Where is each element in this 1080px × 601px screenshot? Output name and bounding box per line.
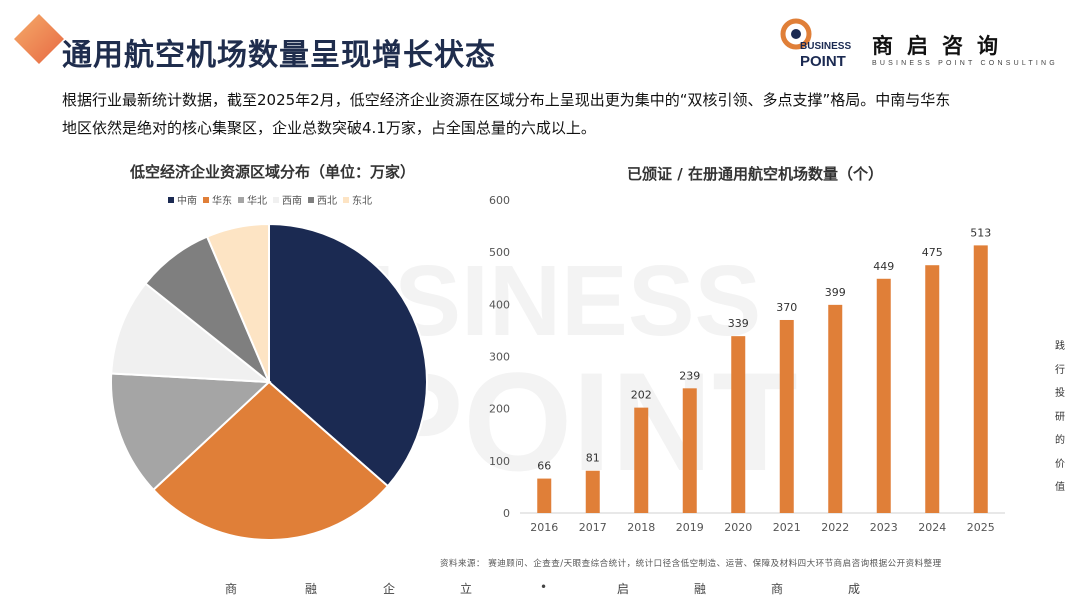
pie-slice-西南 [110,282,273,384]
bar-2017 [585,470,600,513]
bar-data-label: 449 [873,260,894,273]
legend-swatch [273,196,279,203]
legend-item: 西南 [273,192,302,207]
y-tick-label: 0 [503,507,510,520]
legend-item: 华北 [238,192,267,207]
footer-char: • [540,580,548,594]
side-slogan-char: 值 [1055,482,1065,493]
x-tick-label: 2017 [579,521,607,534]
x-tick-label: 2020 [724,521,752,534]
intro-line-1: 根据行业最新统计数据，截至2025年2月，低空经济企业资源在区域分布上呈现出更为… [62,91,951,109]
footer-char: 启 [617,582,630,596]
footer-char: 成 [848,582,861,596]
intro-line-2: 地区依然是绝对的核心集聚区，企业总数突破4.1万家，占全国总量的六成以上。 [62,119,596,137]
bar-2022 [828,304,843,513]
bar-data-label: 399 [825,286,846,299]
legend-label: 华北 [247,196,267,207]
bar-chart-title: 已颁证 / 在册通用航空机场数量（个） [627,165,883,183]
legend-swatch [168,196,174,203]
side-slogan: 践行投研的价值 [1052,335,1068,500]
bar-chart: 0 100 200 300 400 500 600 66 2016 81 2017 202 2018 23… [489,194,1005,534]
x-tick-label: 2022 [821,521,849,534]
legend-swatch [308,196,314,203]
y-tick-label: 400 [489,298,510,311]
x-tick-label: 2025 [967,521,995,534]
footer-char: 融 [694,582,707,596]
legend-label: 中南 [177,196,197,207]
pie-slice-华北 [110,372,272,492]
pie-chart [110,222,428,541]
bar-data-label: 239 [679,369,700,382]
logo-text-point: POINT [800,53,846,70]
bar-data-label: 513 [970,226,991,239]
x-tick-label: 2016 [530,521,558,534]
footer-char: 融 [305,582,318,596]
bar-data-label: 66 [537,460,551,473]
corner-decoration [14,14,64,64]
pie-chart-title: 低空经济企业资源区域分布（单位：万家） [129,163,415,181]
pie-slice-华东 [152,380,390,541]
bar-data-label: 475 [922,246,943,259]
bar-2021 [779,319,794,513]
footer-char: 企 [383,582,396,596]
side-slogan-char: 研 [1055,411,1065,423]
bar-2023 [876,278,891,513]
x-tick-label: 2019 [676,521,704,534]
bar-data-label: 339 [728,317,749,330]
pie-slice-东北 [205,222,270,383]
footer-char: 商 [771,582,784,596]
bar-2019 [682,388,697,513]
side-slogan-char: 价 [1055,458,1065,470]
side-slogan-char: 投 [1055,388,1065,399]
bar-2018 [634,407,649,513]
bar-2024 [925,265,940,513]
side-slogan-char: 行 [1055,364,1065,376]
side-slogan-char: 践 [1055,341,1065,352]
y-tick-label: 500 [489,246,510,259]
footer-slogan: 商 融 企 立 • 启 融 商 成 [0,580,1080,598]
bar-data-label: 202 [631,389,652,402]
pie-legend: 中南 华东 华北 西南 西北 东北 [168,192,372,207]
x-tick-label: 2018 [627,521,655,534]
y-tick-label: 100 [489,455,510,468]
page-title: 通用航空机场数量呈现增长状态 [62,38,496,73]
x-tick-label: 2023 [870,521,898,534]
footer-char: 商 [225,582,238,596]
side-slogan-char: 的 [1055,435,1065,446]
legend-label: 东北 [352,196,372,207]
y-tick-label: 600 [489,194,510,207]
legend-item: 中南 [168,192,197,207]
legend-label: 西北 [317,196,337,207]
company-logo: BUSINESS POINT 商启咨询 BUSINESS POINT CONSU… [780,14,1070,70]
logo-text-business: BUSINESS [800,41,851,52]
source-note: 资料来源： 赛迪顾问、企查查/天眼查综合统计，统计口径含低空制造、运营、保障及材… [440,559,942,569]
bar-data-label: 370 [776,301,797,314]
bar-2020 [731,336,746,513]
y-tick-label: 300 [489,351,510,364]
bar-2025 [973,245,988,513]
bar-2016 [537,478,552,513]
legend-item: 西北 [308,192,337,207]
logo-subtitle: BUSINESS POINT CONSULTING [872,60,1058,67]
intro-paragraph: 根据行业最新统计数据，截至2025年2月，低空经济企业资源在区域分布上呈现出更为… [62,86,1034,142]
x-tick-label: 2021 [773,521,801,534]
pie-slice-中南 [268,222,428,488]
logo-mark: BUSINESS POINT [780,18,851,70]
legend-item: 华东 [203,192,232,207]
legend-swatch [203,196,209,203]
legend-label: 西南 [282,196,302,207]
footer-char: 立 [460,582,473,596]
bar-data-label: 81 [586,452,600,465]
y-tick-label: 200 [489,403,510,416]
x-tick-label: 2024 [918,521,946,534]
logo-name: 商启咨询 [872,34,1012,58]
legend-label: 华东 [212,196,232,207]
legend-swatch [238,196,244,203]
legend-item: 东北 [343,192,372,207]
legend-swatch [343,196,349,203]
